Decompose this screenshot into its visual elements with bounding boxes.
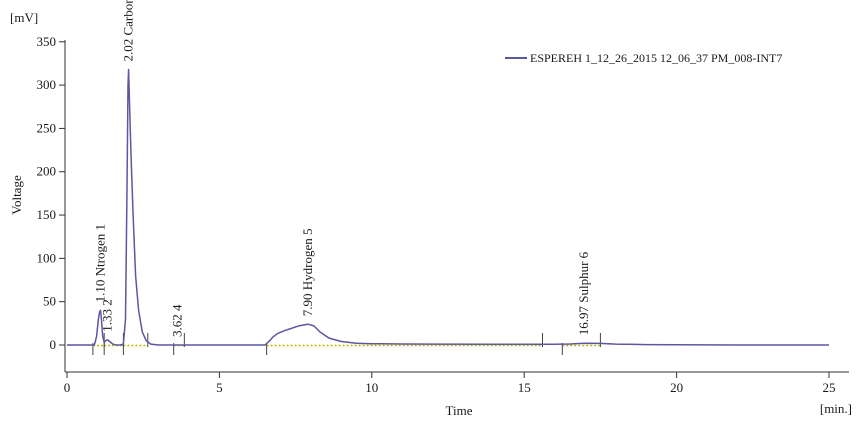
series-line — [67, 68, 829, 346]
y-tick-label: 0 — [50, 337, 57, 352]
y-tick-label: 200 — [37, 164, 57, 179]
peak-label: 3.62 4 — [169, 304, 184, 337]
legend: ESPEREH 1_12_26_2015 12_06_37 PM_008-INT… — [505, 51, 782, 65]
x-tick-label: 5 — [216, 380, 223, 395]
peak-label: 1.10 Ntrogen 1 — [93, 224, 108, 302]
y-tick-label: 50 — [43, 294, 56, 309]
x-tick-label: 10 — [365, 380, 378, 395]
y-axis-title: Voltage — [9, 175, 24, 215]
x-tick-label: 25 — [823, 380, 836, 395]
x-tick-label: 20 — [670, 380, 683, 395]
peak-label: 2.02 Carbon 8 — [121, 0, 136, 62]
legend-entry: ESPEREH 1_12_26_2015 12_06_37 PM_008-INT… — [530, 51, 782, 65]
y-tick-label: 250 — [37, 120, 57, 135]
y-axis-unit: [mV] — [10, 10, 38, 25]
y-tick-label: 150 — [37, 207, 57, 222]
x-axis-title: Time — [446, 403, 473, 418]
x-axis-unit: [min.] — [820, 401, 852, 416]
peak-label: 1.33 2 — [100, 299, 115, 332]
y-tick-label: 100 — [37, 250, 57, 265]
y-tick-label: 300 — [37, 77, 57, 92]
y-tick-label: 350 — [37, 34, 57, 49]
x-tick-label: 0 — [64, 380, 71, 395]
peak-label: 7.90 Hydrogen 5 — [300, 228, 315, 316]
x-tick-label: 15 — [518, 380, 531, 395]
plot-area: 0 50 100 150 200 250 300 350 0 5 10 15 20 25 1.10 Ntro… — [37, 0, 849, 395]
peak-label: 16.97 Sulphur 6 — [576, 251, 591, 335]
